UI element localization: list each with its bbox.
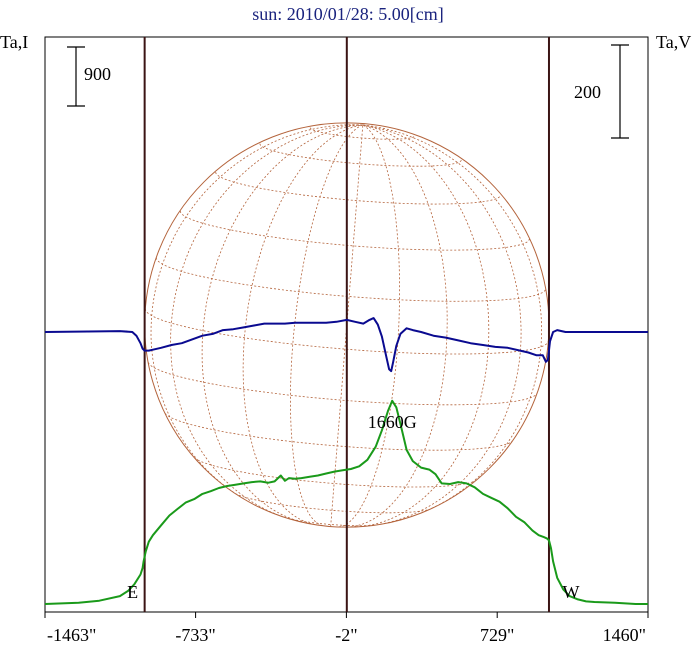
disk-parallel: [147, 362, 538, 406]
disk-meridian: [290, 124, 363, 526]
disk-parallel: [284, 517, 378, 527]
disk-parallel: [235, 493, 431, 514]
annotation-label: 1660G: [368, 412, 417, 432]
disk-parallel: [215, 172, 501, 205]
disk-parallel: [155, 257, 546, 302]
disk-meridian: [242, 124, 363, 525]
series-intensity: [44, 399, 648, 605]
series-circular_polarization: [44, 317, 648, 373]
annotation-layer: 1660G: [368, 412, 417, 432]
disk-meridian: [362, 124, 522, 526]
disk-meridian: [170, 124, 363, 519]
disk-parallel: [179, 210, 530, 251]
disk-meridian: [346, 124, 448, 528]
left-axis-label: Ta,I: [0, 32, 28, 52]
x-axis: -1463" -733" -2" 729" 1460": [44, 612, 649, 645]
disk-parallel: [164, 413, 513, 451]
series-layer: [44, 317, 648, 605]
x-tick-label: 1460": [603, 625, 646, 645]
x-tick-label: 729": [480, 625, 514, 645]
x-tick-label: -2": [335, 625, 357, 645]
disk-meridian: [360, 124, 490, 527]
limb-label-e: E: [127, 582, 138, 602]
x-tick-label: -1463": [47, 625, 96, 645]
left-scale-bar-label: 900: [84, 64, 111, 84]
disk-meridian: [201, 124, 363, 523]
left-scale-bar: [67, 46, 85, 107]
limb-label-w: W: [562, 582, 579, 602]
chart-title: sun: 2010/01/28: 5.00[cm]: [252, 4, 444, 24]
right-axis-label: Ta,V: [656, 32, 691, 52]
disk-meridian: [338, 124, 401, 528]
disk-meridian: [362, 124, 543, 514]
disk-parallel: [309, 127, 415, 140]
right-scale-bar: [611, 44, 629, 139]
limb-lines: [143, 37, 550, 612]
x-tick-label: -733": [175, 625, 215, 645]
right-scale-bar-label: 200: [574, 82, 601, 102]
